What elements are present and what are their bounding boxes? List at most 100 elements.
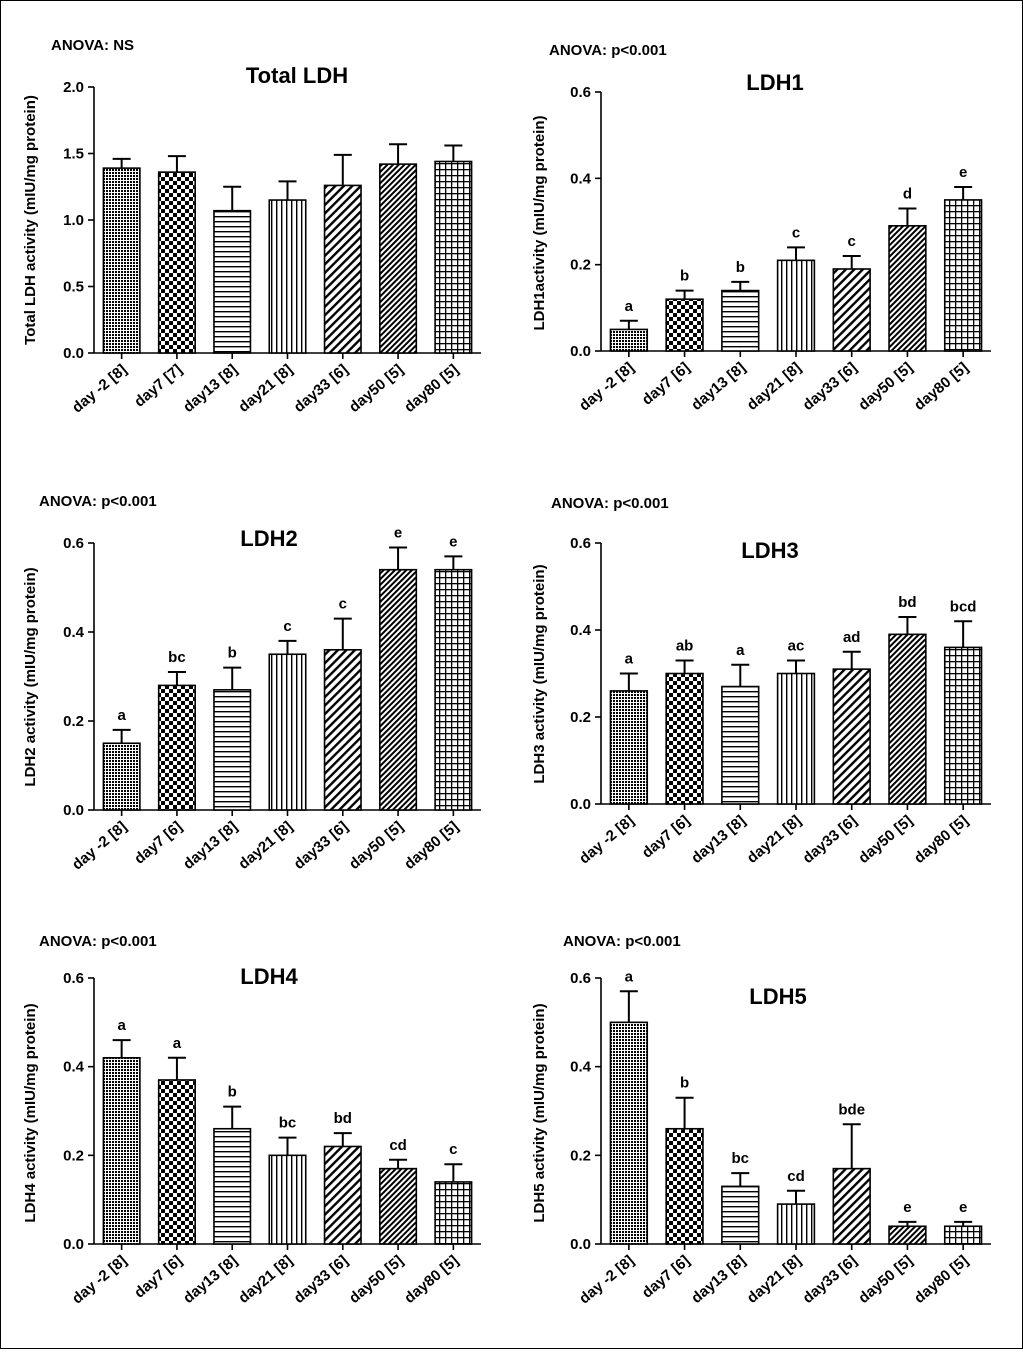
y-tick-label: 0.2 [570, 709, 591, 726]
x-tick-label: day21 [8] [744, 359, 805, 414]
significance-letter: cd [787, 1168, 805, 1185]
x-tick-label: day33 [6] [291, 361, 352, 416]
chart-panel-4: ANOVA: p<0.001 LDH3 0.0 0.2 0.4 0.6 LDH3 activ… [531, 495, 991, 867]
significance-letter: bc [168, 649, 186, 666]
anova-annotation: ANOVA: p<0.001 [39, 933, 157, 950]
bar-3 [721, 1185, 760, 1245]
x-tick-label: day33 [6] [291, 1252, 352, 1307]
chart-title: LDH4 [240, 964, 298, 989]
x-tick-label: day7 [6] [639, 359, 693, 408]
y-tick-label: 0.4 [570, 170, 592, 187]
chart-panel-5: ANOVA: p<0.001 LDH4 0.0 0.2 0.4 0.6 LDH4 activ… [22, 933, 481, 1307]
bar-6 [888, 225, 927, 352]
significance-letter: b [680, 268, 689, 285]
chart-title: LDH1 [746, 70, 803, 95]
bar-4 [268, 653, 307, 811]
significance-letter: a [625, 298, 634, 315]
x-tick-label: day80 [5] [401, 1252, 462, 1307]
y-axis-label: LDH2 activity (mIU/mg protein) [22, 567, 39, 786]
bar-2 [665, 1127, 704, 1245]
x-tick-label: day -2 [8] [69, 818, 130, 873]
x-tick-label: day21 [8] [235, 1252, 296, 1307]
x-tick-label: day -2 [8] [576, 812, 637, 867]
significance-letter: c [449, 1141, 457, 1158]
significance-letter: b [736, 259, 745, 276]
x-tick-label: day7 [6] [639, 1252, 693, 1301]
significance-letter: b [680, 1075, 689, 1092]
y-tick-label: 1.0 [63, 212, 84, 229]
y-tick-label: 1.5 [63, 146, 84, 163]
bar-2 [157, 171, 196, 354]
bar-6 [379, 568, 418, 811]
y-axis-label: LDH5 activity (mIU/mg protein) [531, 1003, 548, 1222]
bar-4 [268, 199, 307, 354]
y-tick-label: 2.0 [63, 79, 84, 96]
anova-annotation: ANOVA: p<0.001 [549, 42, 667, 59]
significance-letter: c [792, 224, 800, 241]
y-axis-label: Total LDH activity (mIU/mg protein) [22, 95, 39, 345]
bar-6 [379, 163, 418, 354]
bar-5 [323, 1145, 362, 1245]
y-axis-label: LDH4 activity (mIU/mg protein) [22, 1003, 39, 1222]
x-tick-label: day33 [6] [800, 812, 861, 867]
significance-letter: bc [732, 1150, 750, 1167]
x-tick-label: day13 [8] [180, 361, 241, 416]
y-tick-label: 0.6 [63, 535, 84, 552]
chart-panel-3: ANOVA: p<0.001 LDH2 0.0 0.2 0.4 0.6 LDH2 activ… [22, 493, 481, 873]
bar-5 [323, 184, 362, 354]
bar-3 [721, 289, 760, 352]
x-tick-label: day80 [5] [401, 361, 462, 416]
bar-1 [102, 167, 141, 354]
x-tick-label: day80 [5] [911, 1252, 972, 1307]
y-tick-label: 0.2 [570, 257, 591, 274]
y-tick-label: 0.4 [570, 622, 592, 639]
significance-letter: a [117, 1017, 126, 1034]
x-tick-label: day13 [8] [180, 1252, 241, 1307]
x-tick-label: day7 [6] [639, 812, 693, 861]
bar-5 [832, 1167, 871, 1245]
significance-letter: a [736, 642, 745, 659]
x-tick-label: day21 [8] [235, 818, 296, 873]
anova-annotation: ANOVA: p<0.001 [563, 933, 681, 950]
x-tick-label: day50 [5] [855, 359, 916, 414]
bar-3 [721, 685, 760, 805]
x-tick-label: day7 [6] [131, 1252, 185, 1301]
bar-7 [943, 1225, 983, 1245]
x-tick-label: day21 [8] [744, 812, 805, 867]
bar-3 [213, 1127, 252, 1245]
significance-letter: e [959, 1199, 967, 1216]
y-tick-label: 0.5 [63, 279, 84, 296]
significance-letter: c [848, 233, 856, 250]
x-tick-label: day -2 [8] [576, 359, 637, 414]
anova-annotation: ANOVA: NS [51, 37, 134, 54]
y-tick-label: 0.0 [570, 1236, 591, 1253]
bar-5 [323, 648, 362, 811]
y-tick-label: 0.2 [63, 713, 84, 730]
x-tick-label: day13 [8] [688, 359, 749, 414]
x-tick-label: day7 [6] [131, 818, 185, 867]
significance-letter: e [394, 524, 402, 541]
significance-letter: b [228, 1084, 237, 1101]
bar-1 [609, 1021, 649, 1245]
y-tick-label: 0.2 [63, 1147, 84, 1164]
bar-4 [776, 672, 816, 805]
bar-7 [434, 160, 473, 354]
y-tick-label: 0.6 [570, 970, 591, 987]
significance-letter: e [903, 1199, 911, 1216]
bar-1 [102, 1057, 141, 1245]
significance-letter: ac [788, 637, 805, 654]
chart-panel-6: ANOVA: p<0.001 LDH5 0.0 0.2 0.4 0.6 LDH5 activ… [531, 933, 991, 1307]
significance-letter: a [625, 968, 634, 985]
x-tick-label: day50 [5] [346, 818, 407, 873]
chart-title: LDH3 [741, 538, 798, 563]
significance-letter: ad [843, 629, 861, 646]
y-tick-label: 0.0 [570, 343, 591, 360]
bar-5 [832, 668, 871, 805]
x-tick-label: day13 [8] [688, 1252, 749, 1307]
bar-1 [102, 742, 141, 811]
significance-letter: a [625, 651, 634, 668]
x-tick-label: day21 [8] [235, 361, 296, 416]
significance-letter: e [449, 533, 457, 550]
bar-4 [776, 1203, 816, 1245]
x-tick-label: day7 [7] [131, 361, 185, 410]
